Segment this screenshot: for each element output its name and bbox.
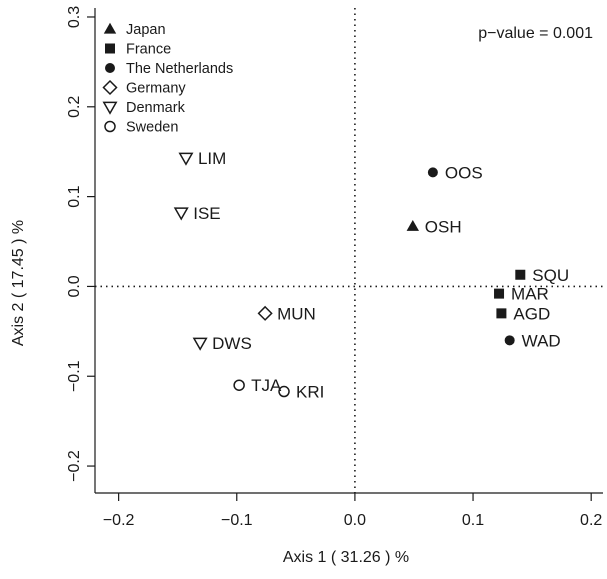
legend-marker [103,22,117,34]
legend-marker [104,120,116,133]
legend-marker [102,79,118,96]
point-marker [515,269,526,280]
point-marker [504,335,515,346]
legend-label: France [126,42,171,58]
data-point-osh: OSH [406,217,462,236]
y-tick-label: 0.0 [66,275,83,297]
point-marker [406,220,419,231]
point-label: LIM [198,149,226,168]
x-axis: −0.2 −0.1 0.0 0.1 0.2 [103,493,602,529]
point-marker [494,288,505,299]
plot-frame [94,8,603,494]
point-label: WAD [522,331,561,350]
x-axis-title: Axis 1 ( 31.26 ) % [283,549,409,566]
y-axis-title: Axis 2 ( 17.45 ) % [10,220,27,346]
x-tick-label: 0.2 [580,512,602,529]
legend-item-france: France [105,42,171,58]
point-marker [496,308,507,319]
point-marker [278,385,290,398]
legend-item-denmark: Denmark [102,100,186,116]
point-marker [192,337,208,351]
point-label: MAR [511,285,549,304]
point-label: KRI [296,383,324,402]
point-marker [427,167,438,178]
data-point-tja: TJA [233,376,282,395]
point-label: OSH [425,217,462,236]
point-marker [178,152,194,166]
data-point-lim: LIM [178,149,226,168]
data-point-mun: MUN [257,304,316,323]
point-label: SQU [532,266,569,285]
legend-item-the-netherlands: The Netherlands [105,61,233,77]
legend-item-germany: Germany [102,79,186,97]
legend-marker [102,101,118,115]
point-label: ISE [193,204,220,223]
legend-marker [105,63,115,73]
reference-lines [95,8,603,493]
legend: Japan France The Netherlands Germany Denmark… [102,22,233,136]
data-point-mar: MAR [494,285,549,304]
y-tick-label: 0.3 [66,6,83,28]
data-point-kri: KRI [278,383,324,402]
x-tick-label: 0.1 [462,512,484,529]
legend-label: Sweden [126,120,178,136]
point-label: DWS [212,334,252,353]
point-label: TJA [251,376,282,395]
y-tick-label: 0.2 [66,96,83,118]
data-point-wad: WAD [504,331,561,350]
legend-label: Denmark [126,100,186,116]
point-label: AGD [513,304,550,323]
data-point-dws: DWS [192,334,252,353]
y-tick-label: −0.2 [66,450,83,482]
legend-item-sweden: Sweden [104,120,178,136]
x-tick-label: 0.0 [344,512,366,529]
x-tick-label: −0.1 [221,512,253,529]
legend-marker [105,43,115,54]
p-value-annotation: p−value = 0.001 [478,25,593,42]
point-label: OOS [445,163,483,182]
data-point-oos: OOS [427,163,483,182]
y-tick-label: 0.1 [66,185,83,207]
legend-item-japan: Japan [103,22,166,38]
point-marker [233,379,245,391]
x-tick-label: −0.2 [103,512,135,529]
data-point-agd: AGD [496,304,550,323]
data-point-squ: SQU [515,266,569,285]
legend-label: The Netherlands [126,61,233,77]
point-label: MUN [277,304,316,323]
point-marker [257,305,273,321]
data-point-ise: ISE [173,204,221,223]
legend-label: Japan [126,22,166,38]
y-axis: −0.2 −0.1 0.0 0.1 0.2 0.3 [66,6,95,482]
y-tick-label: −0.1 [66,360,83,392]
point-marker [173,207,189,221]
legend-label: Germany [126,81,186,97]
